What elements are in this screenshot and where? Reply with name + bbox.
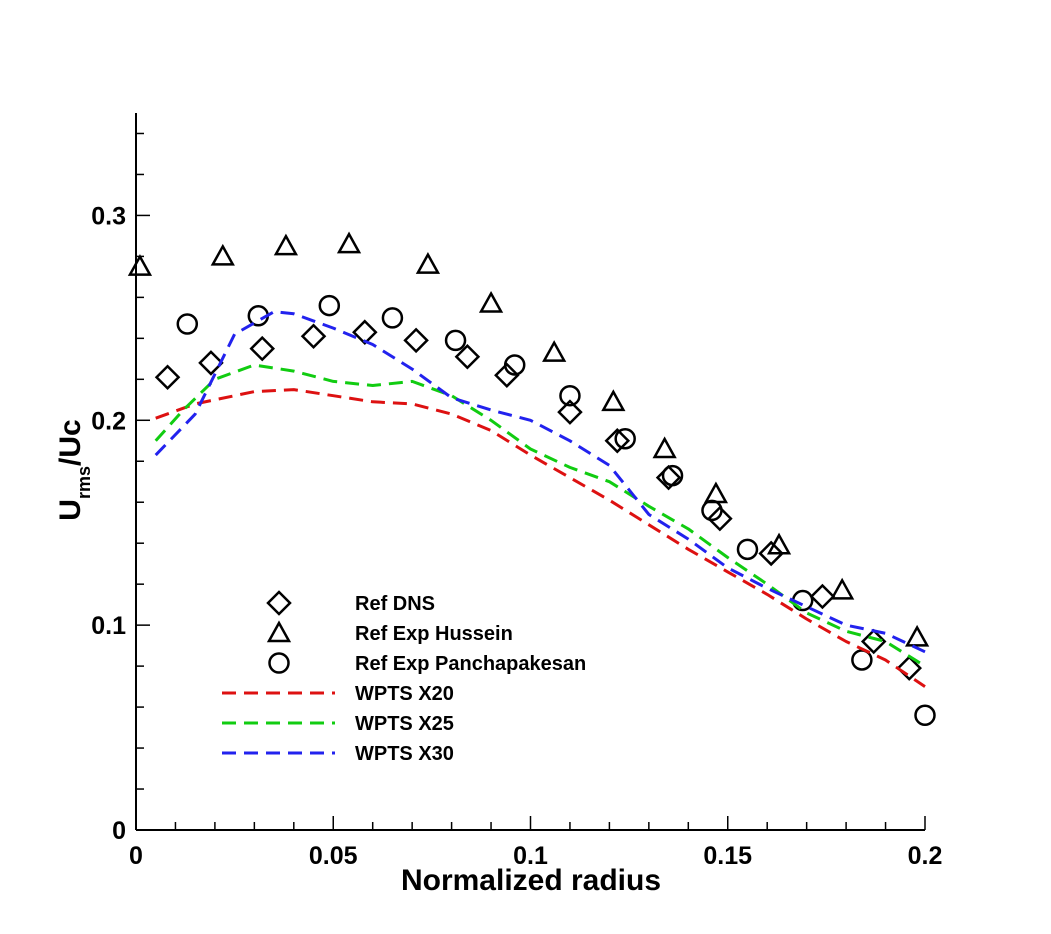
data-point-ref-exp-hussein	[478, 290, 504, 313]
data-point-ref-exp-panchapakesan	[381, 307, 404, 329]
y-tick-label: 0.3	[91, 202, 126, 230]
y-axis-title-main: U	[54, 499, 87, 521]
legend-marker-ref-exp-panchapakesan	[268, 652, 290, 674]
x-axis-title: Normalized radius	[401, 864, 661, 897]
series-line-wpts-x30	[154, 310, 926, 654]
data-point-ref-dns	[300, 323, 327, 350]
data-point-ref-dns	[758, 540, 784, 567]
data-point-ref-exp-hussein	[542, 340, 567, 362]
legend-label-wpts-x20: WPTS X20	[355, 683, 454, 705]
data-point-ref-dns	[655, 464, 682, 491]
data-point-ref-dns	[809, 583, 836, 610]
data-point-ref-exp-hussein	[652, 436, 677, 459]
series-line-wpts-x25	[154, 363, 926, 668]
data-point-ref-exp-hussein	[210, 243, 235, 266]
data-point-ref-exp-hussein	[127, 254, 153, 276]
y-axis-title-subscript: rms	[74, 466, 94, 499]
axes	[135, 113, 926, 831]
data-point-ref-exp-hussein	[766, 532, 792, 555]
series-wpts-x25	[154, 363, 926, 668]
data-point-ref-exp-panchapakesan	[661, 464, 684, 487]
series-ref-exp-panchapakesan	[176, 294, 936, 727]
series-ref-dns	[154, 319, 922, 681]
data-point-ref-exp-hussein	[601, 389, 626, 412]
data-point-ref-exp-panchapakesan	[614, 427, 636, 450]
data-point-ref-dns	[557, 399, 583, 425]
legend-label-ref-dns: Ref DNS	[355, 593, 435, 615]
data-point-ref-dns	[198, 350, 224, 376]
data-point-ref-exp-hussein	[336, 231, 362, 254]
data-point-ref-exp-panchapakesan	[701, 499, 723, 522]
data-point-ref-dns	[707, 505, 733, 532]
x-tick-label: 0.1	[513, 842, 548, 870]
data-point-ref-dns	[604, 428, 631, 454]
legend-marker-ref-exp-hussein	[266, 620, 292, 643]
x-tick-labels: 0 0.05 0.1 0.15 0.2	[129, 842, 942, 870]
series-line-wpts-x20	[155, 388, 926, 688]
y-axis-title: Urms/Uc	[54, 419, 94, 520]
data-point-ref-exp-hussein	[830, 577, 855, 600]
y-tick-label: 0	[112, 817, 126, 845]
legend-label-ref-exp-panchapakesan: Ref Exp Panchapakesan	[355, 653, 586, 675]
data-point-ref-dns	[154, 364, 181, 391]
x-tick-label: 0	[129, 842, 143, 870]
data-point-ref-dns	[454, 344, 481, 370]
series-wpts-x30	[154, 310, 926, 654]
y-axis-title-rest: /Uc	[54, 419, 87, 466]
y-tick-label: 0.1	[91, 612, 126, 640]
series-wpts-x20	[155, 388, 926, 688]
legend-marker-ref-dns	[266, 590, 292, 616]
legend: Ref DNS Ref Exp Hussein Ref Exp Panchapake…	[222, 590, 586, 765]
series-ref-exp-hussein	[127, 231, 930, 647]
data-point-ref-exp-panchapakesan	[503, 354, 526, 376]
data-point-ref-exp-panchapakesan	[736, 538, 759, 561]
data-point-ref-dns	[249, 335, 276, 362]
data-point-ref-exp-hussein	[904, 624, 930, 647]
data-point-ref-exp-hussein	[273, 233, 299, 256]
x-tick-label: 0.05	[309, 842, 358, 870]
data-point-ref-exp-panchapakesan	[914, 704, 936, 727]
plot-area	[127, 231, 936, 727]
data-point-ref-exp-panchapakesan	[176, 313, 199, 335]
y-tick-labels: 0 0.1 0.2 0.3	[91, 202, 126, 845]
data-point-ref-dns	[352, 319, 378, 345]
x-tick-label: 0.2	[908, 842, 943, 870]
data-point-ref-dns	[860, 628, 887, 655]
legend-label-wpts-x25: WPTS X25	[355, 713, 454, 735]
data-point-ref-dns	[403, 327, 429, 354]
data-point-ref-dns	[494, 362, 520, 388]
data-point-ref-exp-hussein	[415, 252, 441, 274]
legend-label-ref-exp-hussein: Ref Exp Hussein	[355, 623, 513, 645]
legend-label-wpts-x30: WPTS X30	[355, 743, 454, 765]
data-point-ref-exp-panchapakesan	[444, 329, 467, 352]
y-tick-label: 0.2	[91, 407, 126, 435]
data-point-ref-exp-panchapakesan	[559, 384, 581, 407]
data-point-ref-dns	[896, 655, 922, 681]
data-point-ref-exp-panchapakesan	[318, 294, 341, 317]
x-tick-label: 0.15	[703, 842, 752, 870]
